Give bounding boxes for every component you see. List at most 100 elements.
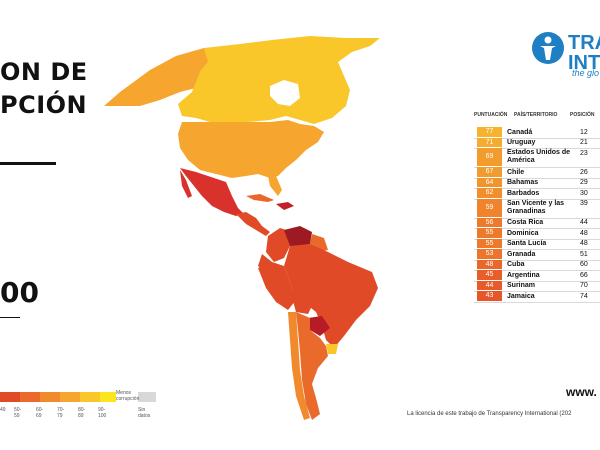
row-country: Jamaica <box>507 292 535 300</box>
row-rank: 29 <box>580 179 588 186</box>
website-text: www. <box>566 385 597 399</box>
title-line-2: PCIÓN <box>0 91 88 119</box>
header-country: PAÍS/TERRITORIO <box>514 112 558 118</box>
row-score: 55 <box>477 228 502 238</box>
legend-label: 60-69 <box>36 407 44 419</box>
map-region-cuba <box>246 194 274 202</box>
legend-label: 70-79 <box>57 407 65 419</box>
row-score: 67 <box>477 167 502 177</box>
row-rank: 51 <box>580 250 588 258</box>
row-country: Granada <box>507 250 536 258</box>
row-score: 44 <box>477 280 502 290</box>
table-row: 48 Cuba 60 <box>474 259 600 271</box>
transparency-logo: TRA INT the glo <box>530 30 600 78</box>
page-title: ON DE PCIÓN <box>0 56 88 122</box>
map-region-venezuela <box>284 226 312 246</box>
table-row: 77 Canadá 12 <box>474 127 600 139</box>
legend-swatch-60-69 <box>40 392 60 402</box>
row-country: Bahamas <box>507 179 539 186</box>
table-row: 55 Dominica 48 <box>474 228 600 240</box>
header-rank: POSICIÓN <box>570 112 595 118</box>
row-rank: 12 <box>580 128 588 136</box>
map-region-baja <box>180 170 192 198</box>
legend-swatch-70-79 <box>60 392 80 402</box>
row-rank: 66 <box>580 271 588 279</box>
map-region-bolivia <box>290 290 314 314</box>
row-score: 56 <box>477 217 502 227</box>
map-region-hispaniola <box>276 202 294 210</box>
row-score: 59 <box>477 198 502 217</box>
legend-less-corrupt: Menos corrupción <box>116 390 140 402</box>
row-score: 55 <box>477 238 502 248</box>
row-rank: 74 <box>580 292 588 300</box>
legend-swatch-49 <box>0 392 20 402</box>
cpi-score-scale: 00 <box>0 276 39 309</box>
row-score: 77 <box>477 127 502 137</box>
table-row: 53 Granada 51 <box>474 249 600 261</box>
row-rank: 21 <box>580 139 588 146</box>
license-text: La licencia de este trabajo de Transpare… <box>407 411 572 417</box>
map-region-usa <box>178 120 324 178</box>
row-score: 71 <box>477 137 502 147</box>
row-score: 69 <box>477 148 502 166</box>
row-rank: 60 <box>580 261 588 268</box>
table-row: 62 Barbados 30 <box>474 188 600 200</box>
row-country: Estados Unidos de América <box>507 149 571 164</box>
table-row: 55 Santa Lucía 48 <box>474 238 600 250</box>
row-country: San Vicente y las Granadinas <box>507 199 565 215</box>
map-region-canada <box>178 36 380 124</box>
map-region-alaska <box>104 48 212 106</box>
row-rank: 48 <box>580 240 588 247</box>
row-score: 45 <box>477 270 502 280</box>
legend-label: 49 <box>0 407 6 413</box>
row-rank: 23 <box>580 149 588 157</box>
map-region-uruguay <box>326 344 338 354</box>
row-country: Canadá <box>507 128 533 136</box>
score-underline <box>0 317 20 318</box>
table-row: 59 San Vicente y las Granadinas 39 <box>474 198 600 219</box>
legend-swatch-50-59 <box>20 392 40 402</box>
row-country: Argentina <box>507 271 540 279</box>
legend-label: 50-59 <box>14 407 22 419</box>
map-region-paraguay <box>308 316 330 336</box>
row-country: Chile <box>507 168 525 176</box>
map-region-florida <box>268 176 282 196</box>
map-region-brazil <box>284 244 378 348</box>
table-row: 44 Surinam 70 <box>474 280 600 292</box>
globe-person-icon <box>532 32 564 64</box>
map-region-central-america <box>236 212 270 236</box>
row-rank: 39 <box>580 200 588 207</box>
logo-tagline: the glo <box>572 68 600 78</box>
row-country: Barbados <box>507 189 540 197</box>
header-score: PUNTUACIÓN <box>474 112 508 118</box>
row-country: Santa Lucía <box>507 240 547 247</box>
row-country: Uruguay <box>507 139 536 146</box>
legend-no-data: Sin datos <box>138 407 151 419</box>
row-rank: 70 <box>580 282 588 289</box>
table-row: 64 Bahamas 29 <box>474 177 600 189</box>
map-region-argentina <box>296 312 328 420</box>
map-region-colombia <box>266 228 292 262</box>
row-rank: 44 <box>580 219 588 226</box>
row-country: Cuba <box>507 261 525 268</box>
row-score: 64 <box>477 177 502 187</box>
title-line-1: ON DE <box>0 58 88 86</box>
logo-line-1: TRA <box>568 32 600 54</box>
table-row: 56 Costa Rica 44 <box>474 217 600 229</box>
table-row: 43 Jamaica 74 <box>474 291 600 303</box>
table-row: 67 Chile 26 <box>474 167 600 179</box>
row-score: 62 <box>477 188 502 198</box>
row-rank: 48 <box>580 229 588 237</box>
row-country: Surinam <box>507 282 536 289</box>
map-region-chile <box>288 312 310 420</box>
row-rank: 30 <box>580 189 588 197</box>
row-score: 43 <box>477 291 502 301</box>
row-rank: 26 <box>580 168 588 176</box>
map-region-peru <box>258 262 296 310</box>
row-country: Dominica <box>507 229 539 237</box>
legend-swatch-90-100 <box>100 392 116 402</box>
logo-line-2: INT <box>568 52 600 74</box>
legend-swatch-no-data <box>138 392 156 402</box>
map-region-baffin <box>300 52 336 80</box>
